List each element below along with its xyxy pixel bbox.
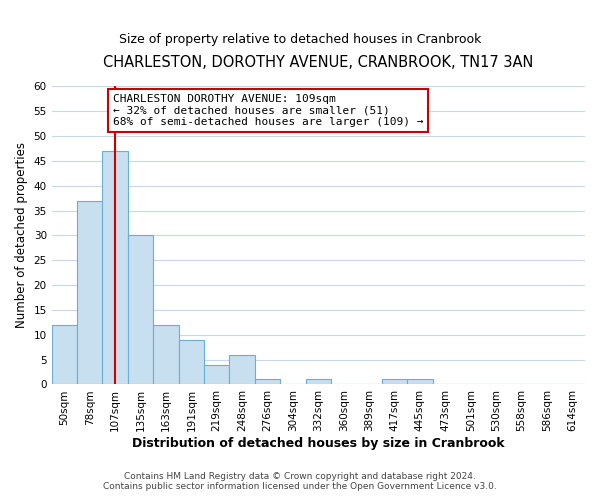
Bar [103,151,128,384]
Bar [77,200,103,384]
Bar [382,380,407,384]
Text: Size of property relative to detached houses in Cranbrook: Size of property relative to detached ho… [119,32,481,46]
Y-axis label: Number of detached properties: Number of detached properties [15,142,28,328]
Bar [204,364,229,384]
Text: Contains HM Land Registry data © Crown copyright and database right 2024.: Contains HM Land Registry data © Crown c… [124,472,476,481]
Bar [255,380,280,384]
Bar [305,380,331,384]
Text: Contains public sector information licensed under the Open Government Licence v3: Contains public sector information licen… [103,482,497,491]
Bar [128,236,153,384]
Bar [179,340,204,384]
Bar [229,354,255,384]
Text: CHARLESTON DOROTHY AVENUE: 109sqm
← 32% of detached houses are smaller (51)
68% : CHARLESTON DOROTHY AVENUE: 109sqm ← 32% … [113,94,423,127]
Bar [407,380,433,384]
Title: CHARLESTON, DOROTHY AVENUE, CRANBROOK, TN17 3AN: CHARLESTON, DOROTHY AVENUE, CRANBROOK, T… [103,55,533,70]
Bar [153,325,179,384]
X-axis label: Distribution of detached houses by size in Cranbrook: Distribution of detached houses by size … [132,437,505,450]
Bar [52,325,77,384]
